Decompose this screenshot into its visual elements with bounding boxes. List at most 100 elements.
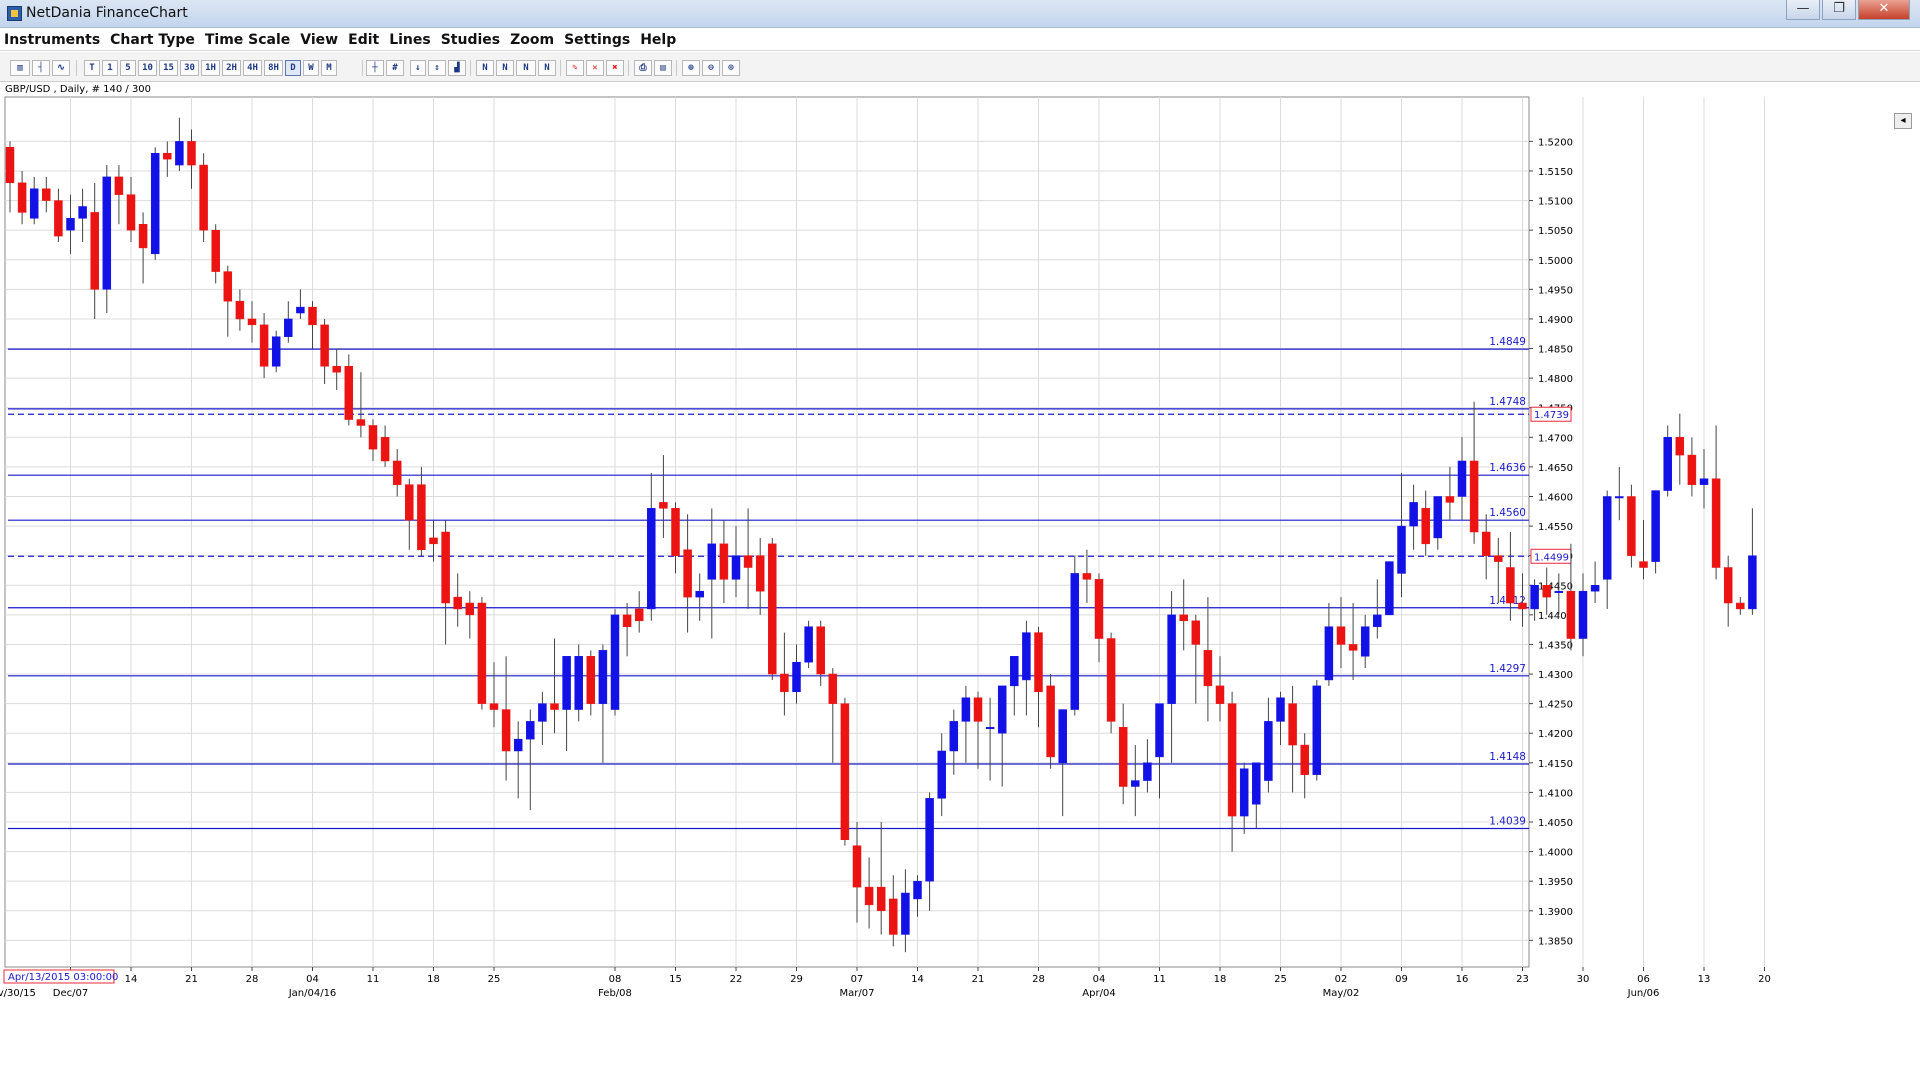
candle [1155, 703, 1164, 799]
x-tick-label: 25 [488, 974, 501, 985]
x-tick-label: 30 [1577, 974, 1590, 985]
candle-body [465, 602, 475, 616]
candle [1530, 579, 1539, 621]
timescale-button-1h[interactable]: 1H [201, 60, 220, 76]
toolbar: ▥ ┤ ∿ T 1 5 10 15 30 1H 2H 4H 8H D W M ┼ # ↓ ⇕ ▟ N N… [0, 52, 1920, 129]
x-tick-label: 22 [730, 974, 743, 985]
candle [780, 632, 789, 716]
candle [1179, 579, 1188, 651]
x-tick-label: 18 [1214, 974, 1227, 985]
candle [1203, 597, 1213, 722]
line-chart-icon[interactable]: ∿ [52, 60, 70, 76]
plot-area [4, 96, 1530, 968]
candle [1397, 472, 1406, 598]
x-tick-label: 18 [427, 974, 440, 985]
candle [949, 709, 959, 775]
candle-body [1530, 585, 1539, 610]
close-button[interactable]: ✕ [1858, 0, 1910, 20]
candle [913, 875, 922, 917]
candle [453, 573, 462, 627]
candle-body [768, 543, 777, 675]
menu-chart-type[interactable]: Chart Type [110, 31, 195, 48]
candle [441, 520, 450, 645]
candle-body [949, 721, 959, 752]
timescale-button-4h[interactable]: 4H [243, 60, 262, 76]
y-tick-label: 1.3900 [1538, 907, 1573, 918]
candle [671, 502, 680, 574]
menu-instruments[interactable]: Instruments [4, 31, 101, 48]
menu-settings[interactable]: Settings [564, 31, 631, 48]
maximize-button[interactable]: ❐ [1822, 0, 1856, 20]
menu-time-scale[interactable]: Time Scale [204, 31, 291, 48]
bar-chart-icon[interactable]: ┤ [32, 60, 50, 76]
delete-all-icon[interactable]: ✖ [606, 60, 624, 76]
timescale-button-10[interactable]: 10 [138, 60, 157, 76]
candle [1723, 555, 1733, 627]
timescale-button-m[interactable]: M [321, 60, 337, 76]
candle [368, 419, 378, 461]
candle-body [29, 188, 39, 219]
candle [622, 603, 632, 657]
candle-body [889, 898, 898, 935]
panel-toggle-icon[interactable]: ◂ [1894, 113, 1912, 129]
candle-body [586, 656, 596, 704]
minimize-button[interactable]: — [1786, 0, 1820, 20]
zoom-in-icon[interactable]: ⊕ [682, 60, 700, 76]
candle [1663, 425, 1672, 497]
timescale-button-t[interactable]: T [84, 60, 100, 76]
candle [259, 313, 269, 379]
timescale-button-w[interactable]: W [303, 60, 319, 76]
timescale-button-5[interactable]: 5 [120, 60, 136, 76]
menu-studies[interactable]: Studies [440, 31, 501, 48]
candle-body [1481, 531, 1491, 556]
candle-body [1118, 727, 1128, 787]
delete-icon[interactable]: ✕ [586, 60, 604, 76]
zoom-reset-icon[interactable]: ⊙ [722, 60, 740, 76]
arrow-down-icon[interactable]: ↓ [410, 60, 426, 76]
timescale-button-2h[interactable]: 2H [222, 60, 241, 76]
timescale-button-1[interactable]: 1 [102, 60, 118, 76]
menu-zoom[interactable]: Zoom [510, 31, 555, 48]
print-icon[interactable]: ⎙ [634, 60, 652, 76]
zoom-out-icon[interactable]: ⊖ [702, 60, 720, 76]
candle [1070, 555, 1080, 716]
candlestick-chart-icon[interactable]: ▥ [10, 60, 30, 76]
timescale-button-d[interactable]: D [285, 60, 301, 76]
candle-body [429, 537, 438, 545]
timescale-button-15[interactable]: 15 [159, 60, 178, 76]
timescale-button-8h[interactable]: 8H [264, 60, 283, 76]
candle-body [175, 141, 184, 166]
trendline-icon[interactable]: N [476, 60, 494, 76]
candle-body [1615, 496, 1624, 499]
candle [731, 526, 741, 598]
candle-body [417, 484, 426, 551]
x-tick-label: 14 [125, 974, 138, 985]
menu-help[interactable]: Help [640, 31, 677, 48]
y-tick-label: 1.4950 [1538, 285, 1573, 296]
candle [1143, 739, 1152, 793]
grid-icon[interactable]: # [386, 60, 404, 76]
timescale-button-30[interactable]: 30 [180, 60, 199, 76]
scale-icon[interactable]: ⇕ [428, 60, 446, 76]
menu-edit[interactable]: Edit [348, 31, 380, 48]
candle [1590, 561, 1600, 604]
crosshair-icon[interactable]: ┼ [366, 60, 384, 76]
fibonacci-icon[interactable]: N [516, 60, 536, 76]
candle-body [453, 596, 462, 610]
delete-line-icon[interactable]: ✎ [566, 60, 584, 76]
candle-body [1590, 585, 1600, 592]
candle [1167, 591, 1176, 763]
channel-icon[interactable]: N [496, 60, 514, 76]
menu-lines[interactable]: Lines [389, 31, 431, 48]
candle-body [235, 300, 245, 320]
studies-icon[interactable]: ▟ [448, 60, 466, 76]
candle-body [1010, 656, 1019, 687]
parallel-lines-icon[interactable]: N [538, 60, 556, 76]
candle [1131, 745, 1140, 817]
candle-body [1179, 614, 1188, 622]
menu-view[interactable]: View [300, 31, 339, 48]
candle-body [17, 182, 27, 213]
print-preview-icon[interactable]: ▤ [654, 60, 672, 76]
candle-body [1276, 697, 1285, 722]
